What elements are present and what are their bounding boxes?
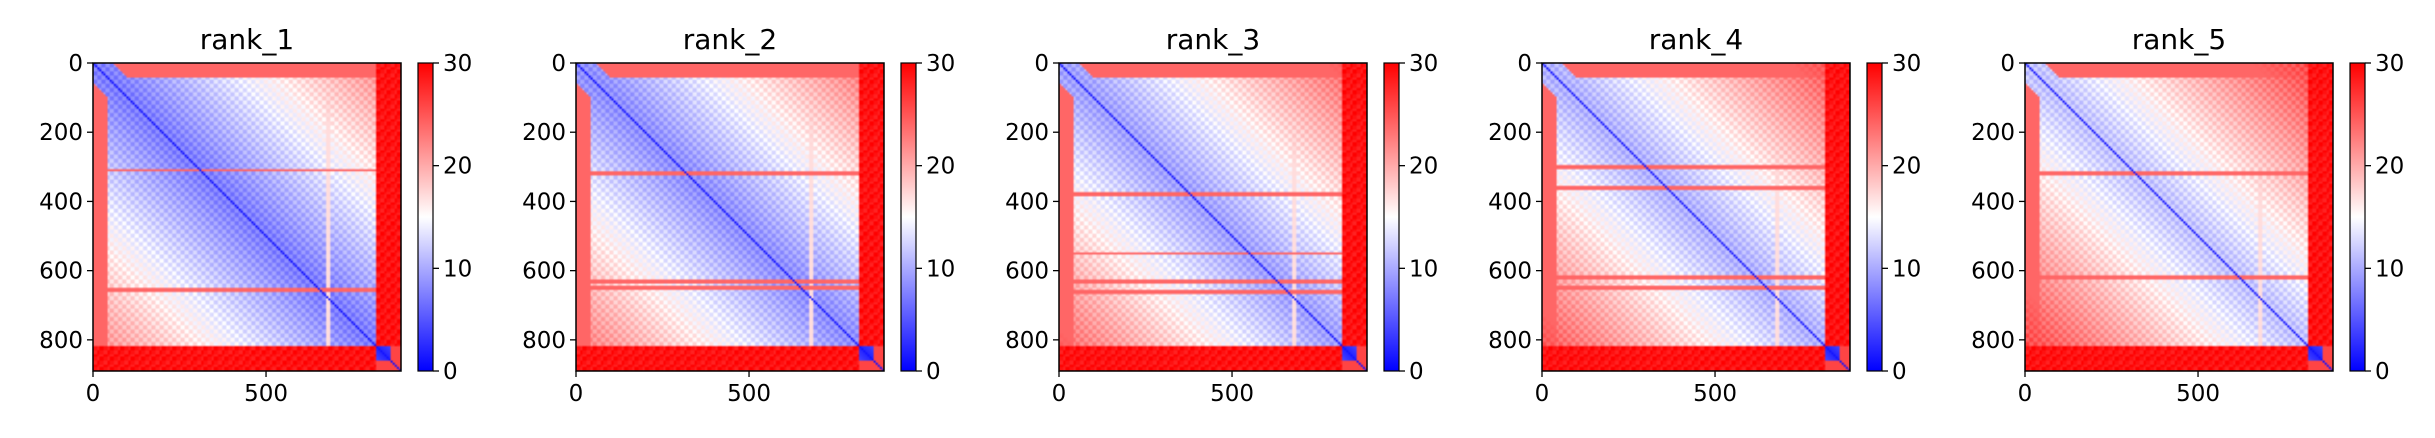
axes-frame bbox=[1058, 62, 1368, 372]
x-tick-label: 500 bbox=[1693, 381, 1737, 407]
colorbar-tick-label: 20 bbox=[1892, 154, 1921, 180]
y-tick-label: 800 bbox=[39, 328, 83, 354]
x-tick-label: 500 bbox=[244, 381, 288, 407]
panel-title: rank_1 bbox=[200, 23, 294, 56]
y-tick-label: 600 bbox=[39, 259, 83, 285]
x-tick-label: 500 bbox=[2176, 381, 2220, 407]
y-tick-label: 400 bbox=[1971, 189, 2015, 215]
y-tick-label: 0 bbox=[551, 51, 566, 77]
colorbar-tick-label: 0 bbox=[2375, 359, 2390, 385]
y-tick-label: 0 bbox=[1034, 51, 1049, 77]
heatmap-image bbox=[2025, 63, 2333, 371]
colorbar bbox=[1383, 62, 1400, 372]
y-tick-label: 0 bbox=[68, 51, 83, 77]
axes-frame bbox=[2024, 62, 2334, 372]
colorbar-tick-label: 30 bbox=[2375, 51, 2404, 77]
y-tick-label: 600 bbox=[1971, 259, 2015, 285]
colorbar-tick-label: 0 bbox=[443, 359, 458, 385]
y-tick-label: 400 bbox=[39, 189, 83, 215]
y-tick-label: 800 bbox=[1971, 328, 2015, 354]
y-tick-label: 200 bbox=[1005, 120, 1049, 146]
y-tick-label: 400 bbox=[1488, 189, 1532, 215]
x-tick-label: 0 bbox=[1052, 381, 1067, 407]
colorbar-tick-label: 20 bbox=[2375, 154, 2404, 180]
colorbar-tick-label: 10 bbox=[926, 256, 955, 282]
y-tick-label: 200 bbox=[522, 120, 566, 146]
colorbar-tick-label: 20 bbox=[926, 154, 955, 180]
y-tick-label: 200 bbox=[39, 120, 83, 146]
y-tick-label: 400 bbox=[1005, 189, 1049, 215]
colorbar-tick-label: 0 bbox=[1892, 359, 1907, 385]
colorbar-tick-label: 10 bbox=[1409, 256, 1438, 282]
panel-title: rank_5 bbox=[2132, 23, 2226, 56]
heatmap-image bbox=[1059, 63, 1367, 371]
y-tick-label: 200 bbox=[1488, 120, 1532, 146]
colorbar-tick-label: 20 bbox=[1409, 154, 1438, 180]
x-tick-label: 500 bbox=[727, 381, 771, 407]
panel-title: rank_2 bbox=[683, 23, 777, 56]
colorbar bbox=[1866, 62, 1883, 372]
y-tick-label: 400 bbox=[522, 189, 566, 215]
heatmap-image bbox=[576, 63, 884, 371]
heatmap-panel-3: rank_3 0 200 400 600 800 0 500 0 10 20 30 bbox=[1005, 23, 1438, 407]
colorbar-tick-label: 20 bbox=[443, 154, 472, 180]
y-tick-label: 200 bbox=[1971, 120, 2015, 146]
colorbar bbox=[900, 62, 917, 372]
axes-frame bbox=[1541, 62, 1851, 372]
colorbar-tick-label: 10 bbox=[1892, 256, 1921, 282]
colorbar-tick-label: 30 bbox=[443, 51, 472, 77]
colorbar-tick-label: 0 bbox=[926, 359, 941, 385]
heatmap-image bbox=[1542, 63, 1850, 371]
x-tick-label: 0 bbox=[86, 381, 101, 407]
y-tick-label: 0 bbox=[2000, 51, 2015, 77]
heatmap-image bbox=[93, 63, 401, 371]
x-tick-label: 0 bbox=[1535, 381, 1550, 407]
x-tick-label: 500 bbox=[1210, 381, 1254, 407]
y-tick-label: 0 bbox=[1517, 51, 1532, 77]
colorbar-tick-label: 30 bbox=[1892, 51, 1921, 77]
y-tick-label: 600 bbox=[1005, 259, 1049, 285]
panel-title: rank_4 bbox=[1649, 23, 1743, 56]
y-tick-label: 800 bbox=[522, 328, 566, 354]
x-tick-label: 0 bbox=[2018, 381, 2033, 407]
heatmap-panel-1: rank_1 0 200 400 600 800 0 500 0 10 20 30 bbox=[39, 23, 472, 407]
y-tick-label: 600 bbox=[1488, 259, 1532, 285]
axes-frame bbox=[575, 62, 885, 372]
colorbar-tick-label: 30 bbox=[1409, 51, 1438, 77]
colorbar bbox=[2349, 62, 2366, 372]
colorbar-tick-label: 10 bbox=[2375, 256, 2404, 282]
colorbar bbox=[417, 62, 434, 372]
y-tick-label: 800 bbox=[1005, 328, 1049, 354]
colorbar-tick-label: 10 bbox=[443, 256, 472, 282]
axes-frame bbox=[92, 62, 402, 372]
x-tick-label: 0 bbox=[569, 381, 584, 407]
colorbar-tick-label: 30 bbox=[926, 51, 955, 77]
heatmap-panel-5: rank_5 0 200 400 600 800 0 500 0 10 20 30 bbox=[1971, 23, 2404, 407]
heatmap-panel-2: rank_2 0 200 400 600 800 0 500 0 10 20 30 bbox=[522, 23, 955, 407]
y-tick-label: 600 bbox=[522, 259, 566, 285]
y-tick-label: 800 bbox=[1488, 328, 1532, 354]
panel-title: rank_3 bbox=[1166, 23, 1260, 56]
colorbar-tick-label: 0 bbox=[1409, 359, 1424, 385]
heatmap-panel-4: rank_4 0 200 400 600 800 0 500 0 10 20 30 bbox=[1488, 23, 1921, 407]
